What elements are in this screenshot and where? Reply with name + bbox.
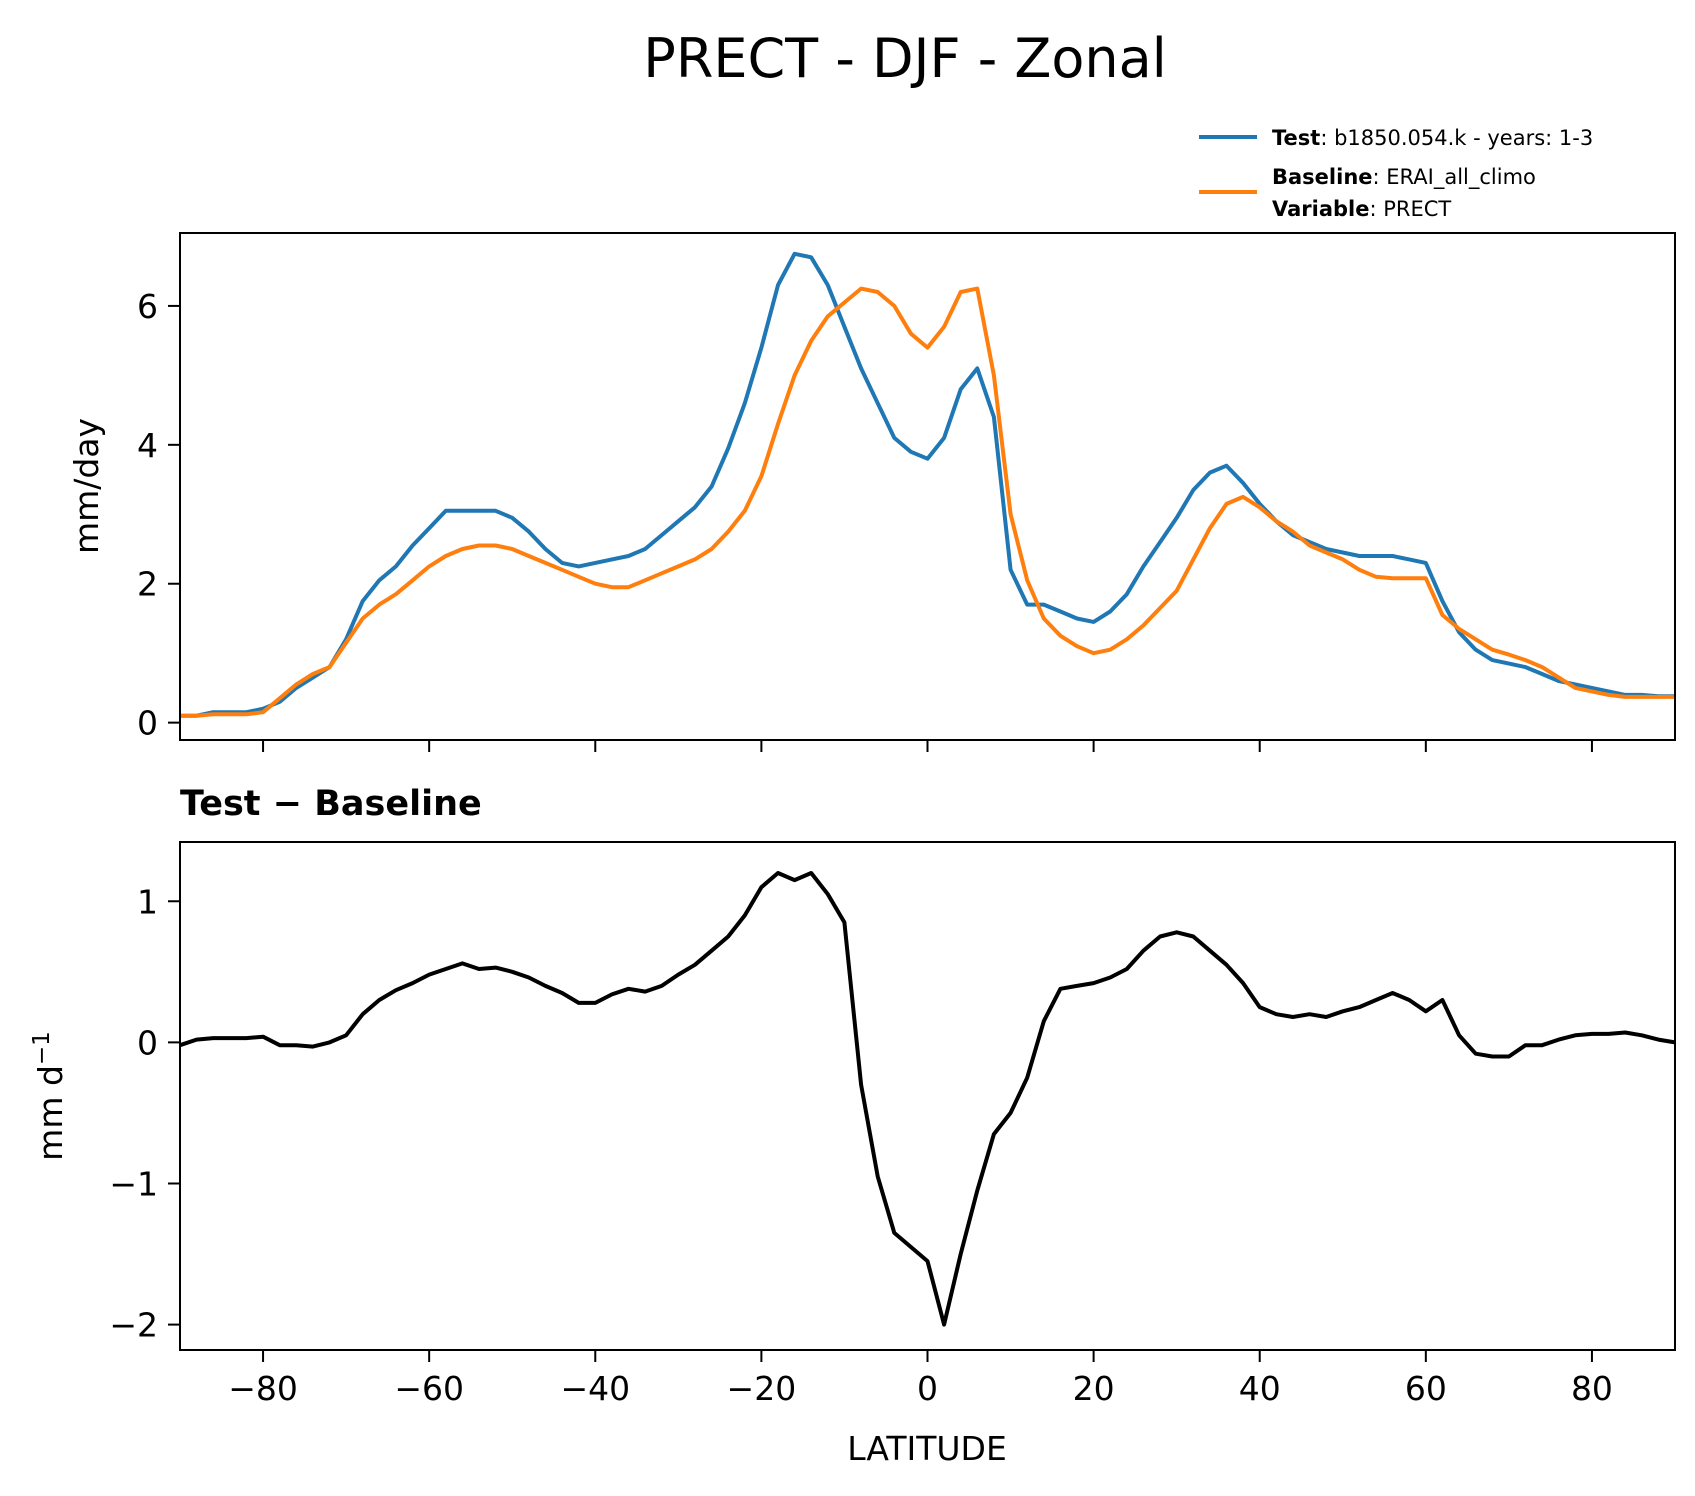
bottom-x-ticks: −80 −60 −40 −20 0 20 40 60 80 xyxy=(228,1350,1613,1408)
top-y-axis-label: mm/day xyxy=(67,418,106,554)
top-panel: 0 2 4 6 mm/day xyxy=(67,232,1676,752)
bottom-y-tick-label: −2 xyxy=(109,1306,158,1345)
bottom-y-tick-label: 0 xyxy=(137,1023,158,1062)
top-series-line-2 xyxy=(180,286,1675,718)
top-y-tick-label: 4 xyxy=(137,426,158,465)
figure-title: PRECT - DJF - Zonal xyxy=(643,27,1166,90)
top-y-tick-label: 6 xyxy=(137,287,158,326)
bottom-panel-title: Test − Baseline xyxy=(180,784,482,824)
bottom-plot-area xyxy=(179,871,1676,1327)
bottom-panel: Test − Baseline −2 −1 0 1 −80 −60 −40 −20 0 20 40… xyxy=(29,784,1676,1468)
top-y-tick-label: 2 xyxy=(137,565,158,604)
top-y-ticks: 0 2 4 6 xyxy=(137,287,180,743)
bottom-x-tick-label: −80 xyxy=(228,1369,298,1408)
top-y-tick-label: 0 xyxy=(137,704,158,743)
legend-variable-label: Variable: PRECT xyxy=(1272,197,1451,221)
legend-baseline-label: Baseline: ERAI_all_climo xyxy=(1272,165,1536,190)
bottom-y-tick-label: 1 xyxy=(137,882,158,921)
bottom-y-ticks: −2 −1 0 1 xyxy=(109,882,180,1345)
bottom-x-tick-label: −40 xyxy=(560,1369,630,1408)
legend: Test: b1850.054.k - years: 1-3 Baseline:… xyxy=(1199,126,1593,221)
top-plot-area xyxy=(180,251,1675,718)
bottom-y-axis-label: mm d−1 xyxy=(29,1031,70,1161)
bottom-x-tick-label: 80 xyxy=(1571,1369,1613,1408)
bottom-x-tick-label: 0 xyxy=(917,1369,938,1408)
bottom-x-tick-label: −60 xyxy=(394,1369,464,1408)
bottom-series-line-1 xyxy=(179,871,1676,1327)
bottom-x-tick-label: −20 xyxy=(727,1369,797,1408)
x-axis-label: LATITUDE xyxy=(847,1429,1007,1468)
top-series-line-1 xyxy=(180,251,1675,718)
bottom-x-tick-label: 20 xyxy=(1073,1369,1115,1408)
bottom-x-tick-label: 60 xyxy=(1405,1369,1447,1408)
top-x-ticks xyxy=(262,740,1593,752)
legend-test-label: Test: b1850.054.k - years: 1-3 xyxy=(1272,126,1593,150)
bottom-y-tick-label: −1 xyxy=(109,1164,158,1203)
bottom-x-tick-label: 40 xyxy=(1239,1369,1281,1408)
